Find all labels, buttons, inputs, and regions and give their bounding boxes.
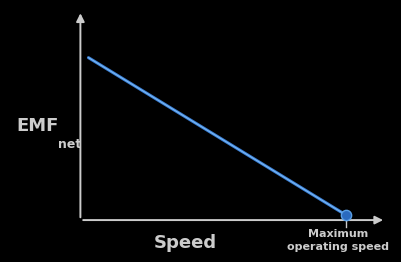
Text: Speed: Speed [153,233,216,252]
Text: EMF: EMF [16,117,58,135]
Point [342,213,348,217]
Text: Maximum
operating speed: Maximum operating speed [286,229,388,252]
Text: net: net [58,138,81,151]
